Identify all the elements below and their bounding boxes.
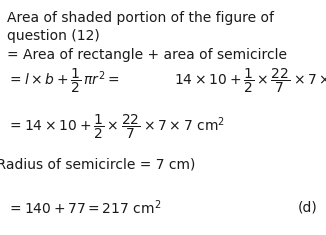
Text: $= 14 \times 10 + \dfrac{1}{2} \times \dfrac{22}{7} \times 7 \times 7\ \mathrm{c: $= 14 \times 10 + \dfrac{1}{2} \times \d… [7, 113, 225, 141]
Text: (d): (d) [298, 201, 318, 215]
Text: $14 \times 10 + \dfrac{1}{2} \times \dfrac{22}{7} \times 7 \times 7$: $14 \times 10 + \dfrac{1}{2} \times \dfr… [174, 67, 326, 95]
Text: $= 140 + 77 = 217\ \mathrm{cm}^2$: $= 140 + 77 = 217\ \mathrm{cm}^2$ [7, 199, 161, 217]
Text: question (12): question (12) [7, 29, 99, 43]
Text: (Radius of semicircle = 7 cm): (Radius of semicircle = 7 cm) [0, 157, 196, 172]
Text: $= l \times b + \dfrac{1}{2}\,\pi r^2 =$: $= l \times b + \dfrac{1}{2}\,\pi r^2 =$ [7, 67, 119, 95]
Text: Area of shaded portion of the figure of: Area of shaded portion of the figure of [7, 11, 274, 25]
Text: = Area of rectangle + area of semicircle: = Area of rectangle + area of semicircle [7, 48, 287, 62]
